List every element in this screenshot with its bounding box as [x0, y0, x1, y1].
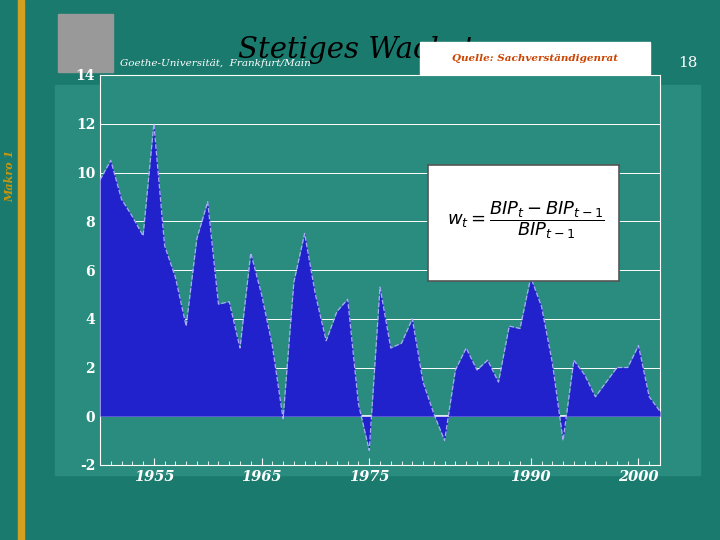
- Text: Quelle: Sachverständigenrat: Quelle: Sachverständigenrat: [452, 53, 618, 63]
- Bar: [420, 42, 650, 74]
- Text: Goethe-Universität,  Frankfurt/Main: Goethe-Universität, Frankfurt/Main: [120, 58, 311, 68]
- Text: 18: 18: [679, 56, 698, 70]
- Text: Wachstum des Bruttoinlandsproduktes: Wachstum des Bruttoinlandsproduktes: [234, 101, 522, 115]
- Text: Stetiges Wachstum: Stetiges Wachstum: [238, 36, 521, 64]
- Bar: [18, 0, 24, 540]
- Bar: [55, 85, 700, 475]
- Text: $\mathit{w_t} = \dfrac{\mathit{BIP_t} - \mathit{BIP_{t-1}}}{\mathit{BIP_{t-1}}}$: $\mathit{w_t} = \dfrac{\mathit{BIP_t} - …: [447, 200, 606, 241]
- Bar: [58, 14, 113, 72]
- Text: Makro 1: Makro 1: [4, 150, 16, 202]
- Text: in der Bundesrepublik Deutschland in %: in der Bundesrepublik Deutschland in %: [250, 122, 506, 134]
